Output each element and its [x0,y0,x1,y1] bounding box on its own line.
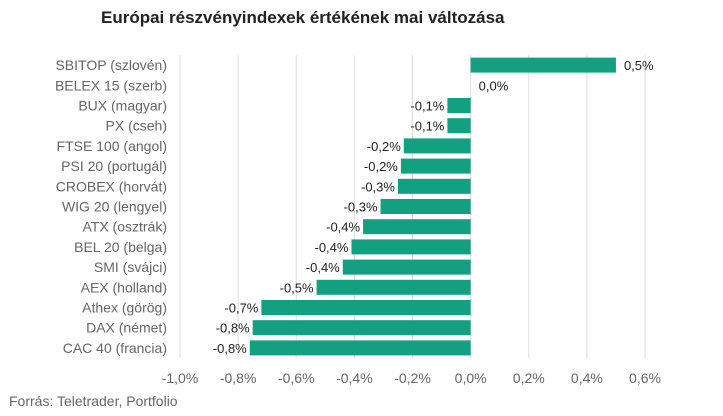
data-label: -0,4% [306,260,340,275]
data-label: -0,3% [344,200,378,215]
bar [342,259,471,275]
x-tick-label: 0,0% [455,370,487,386]
x-tick-label: -0,8% [220,370,257,386]
data-label: 0,5% [624,58,654,73]
data-label: -0,8% [213,341,247,356]
x-tick-label: -1,0% [162,370,199,386]
data-label: -0,1% [410,119,444,134]
x-tick-label: 0,6% [629,370,661,386]
bar [249,340,471,356]
bar [380,199,471,214]
bar [261,300,471,315]
category-label: SBITOP (szlovén) [55,57,167,73]
category-label: PSI 20 (portugál) [61,158,167,174]
bar [316,279,471,295]
data-label: -0,4% [315,240,349,255]
data-label: -0,2% [367,139,401,154]
category-label: CAC 40 (francia) [63,340,167,356]
data-label: -0,4% [326,220,360,235]
x-tick-label: 0,4% [571,370,603,386]
data-label: 0,0% [479,78,509,93]
data-label: -0,2% [364,159,398,174]
bar [447,118,471,134]
x-tick-label: 0,2% [513,370,545,386]
data-label: -0,1% [410,99,444,114]
category-label: WIG 20 (lengyel) [62,199,167,215]
chart-title: Európai részvényindexek értékének mai vá… [101,8,505,27]
x-tick-label: -0,2% [394,370,431,386]
category-label: PX (cseh) [106,118,167,134]
bar [351,239,471,255]
category-label: BUX (magyar) [78,98,167,114]
category-label: AEX (holland) [81,279,167,295]
category-label: ATX (osztrák) [82,219,167,235]
bar [447,98,471,113]
source-note: Forrás: Teletrader, Portfolio [9,393,178,409]
category-label: SMI (svájci) [94,259,167,275]
x-tick-label: -0,4% [336,370,373,386]
bar [363,219,471,235]
data-label: -0,8% [216,321,250,336]
category-label: CROBEX (horvát) [56,178,167,194]
category-label: FTSE 100 (angol) [57,138,168,154]
category-label: Athex (görög) [82,300,167,316]
bar [403,138,471,154]
data-label: -0,3% [361,179,395,194]
x-tick-label: -0,6% [278,370,315,386]
bar [252,320,471,336]
category-label: DAX (német) [86,320,167,336]
bar [397,178,471,194]
bar [400,158,471,174]
bar [470,57,616,73]
data-label: -0,5% [280,280,314,295]
category-label: BELEX 15 (szerb) [55,77,167,93]
category-label: BEL 20 (belga) [74,239,167,255]
data-label: -0,7% [224,301,258,316]
